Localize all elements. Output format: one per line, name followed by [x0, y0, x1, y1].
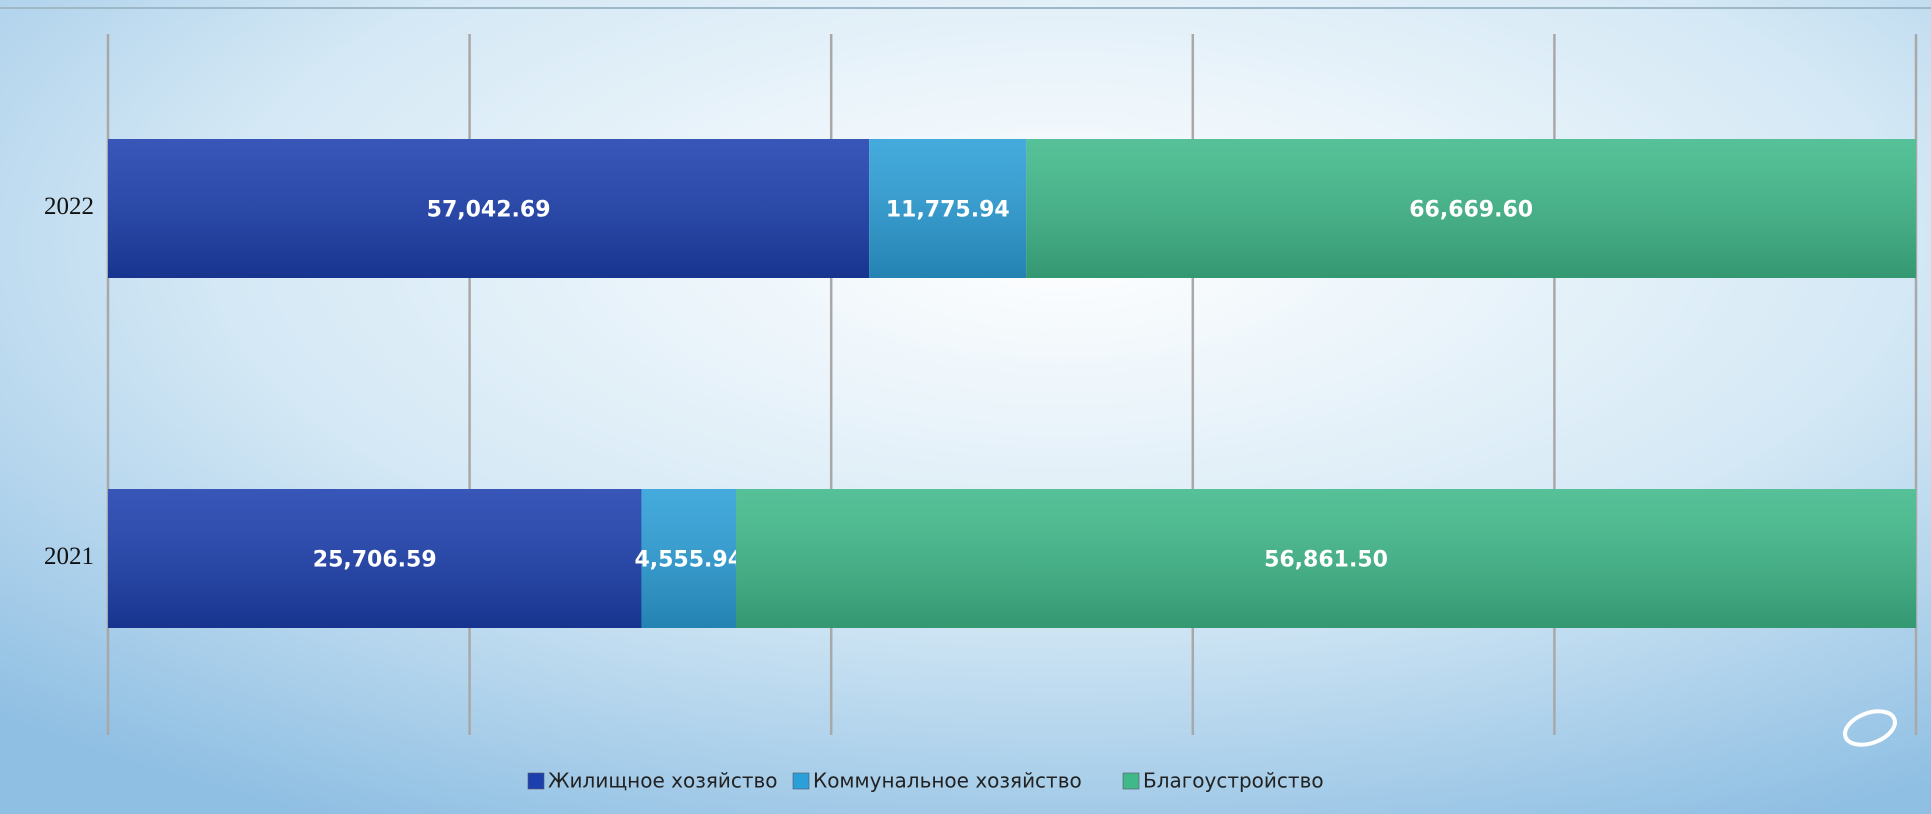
decor-ring [1843, 709, 1897, 747]
legend-label: Коммунальное хозяйство [813, 769, 1082, 793]
data-label: 66,669.60 [1409, 198, 1533, 223]
bar-shade [108, 489, 642, 628]
bar-shade [736, 489, 1916, 628]
legend-label: Благоустройство [1143, 769, 1324, 793]
bar-shade [641, 489, 737, 628]
legend-swatch [527, 772, 545, 790]
legend-swatch [1122, 772, 1140, 790]
legend-label: Жилищное хозяйство [548, 769, 778, 793]
data-label: 4,555.94 [634, 548, 743, 573]
bar-shade [1026, 139, 1916, 278]
data-label: 11,775.94 [886, 198, 1010, 223]
legend: Жилищное хозяйство Коммунальное хозяйство… [527, 769, 1324, 793]
data-label: 57,042.69 [427, 198, 551, 223]
y-tick-label: 2021 [44, 543, 94, 570]
data-label: 56,861.50 [1264, 548, 1388, 573]
bar-shade [108, 139, 870, 278]
bars: 2022 57,042.69 11,775.94 66,669.60 2021 25,70… [44, 139, 1916, 628]
y-tick-label: 2022 [44, 193, 94, 220]
bar-shade [869, 139, 1027, 278]
data-label: 25,706.59 [313, 548, 437, 573]
legend-swatch [792, 772, 810, 790]
